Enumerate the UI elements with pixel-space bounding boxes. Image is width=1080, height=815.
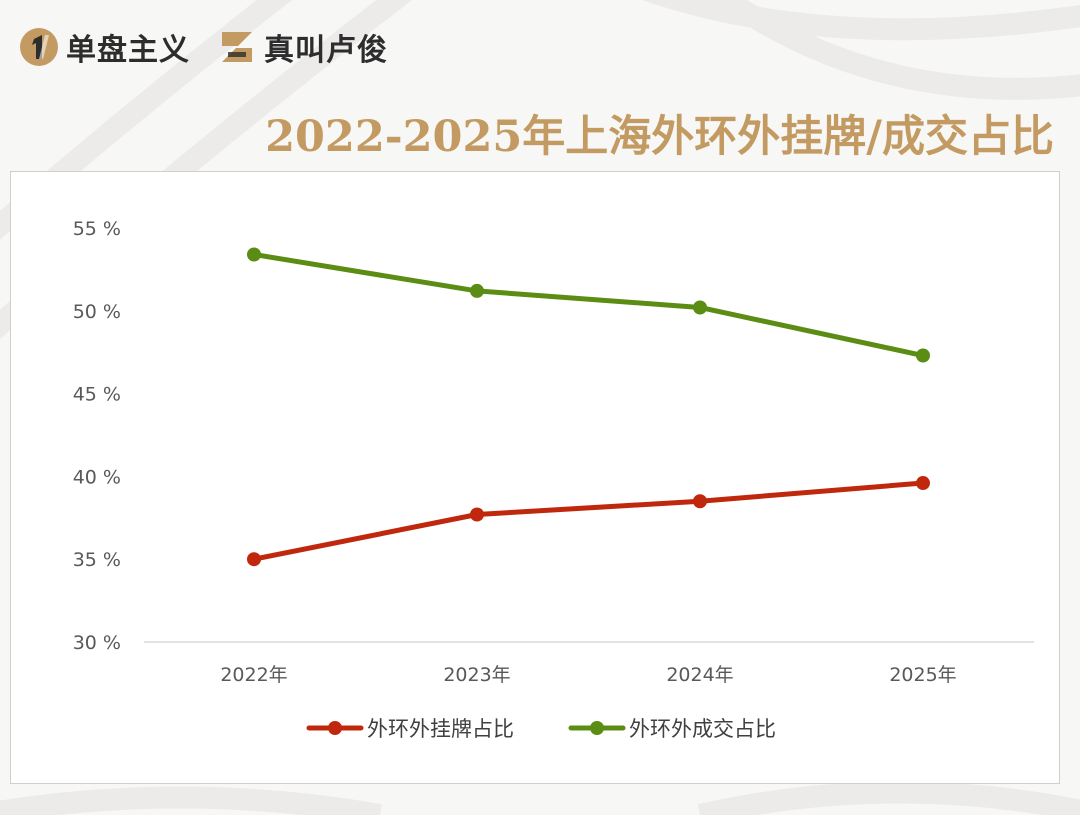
series-layer	[247, 247, 930, 567]
x-tick-label: 2023年	[443, 664, 510, 686]
legend-swatch-point	[590, 721, 604, 735]
brand-name: 单盘主义	[66, 33, 190, 68]
x-axis: 2022年 2023年 2024年 2025年	[144, 641, 1034, 686]
brand-bar: 单盘主义 真叫卢俊	[18, 22, 414, 72]
data-point	[916, 476, 930, 491]
legend-item: 外环外成交占比	[568, 717, 776, 741]
data-point	[247, 552, 261, 567]
data-point	[470, 283, 484, 298]
y-tick-label: 40 %	[73, 466, 121, 488]
x-tick-label: 2024年	[666, 664, 733, 686]
data-point	[916, 348, 930, 363]
y-tick-label: 35 %	[73, 549, 121, 571]
brand-name: 真叫卢俊	[264, 33, 388, 68]
data-point	[693, 300, 707, 315]
series-listing	[247, 476, 930, 567]
x-tick-label: 2025年	[889, 664, 956, 686]
legend-label: 外环外成交占比	[629, 717, 776, 741]
y-tick-label: 30 %	[73, 632, 121, 654]
page-title: 2022-2025年上海外环外挂牌/成交占比	[265, 112, 1054, 162]
series-line	[251, 251, 926, 359]
line-chart: 30 % 35 % 40 % 45 % 50 % 55 % 2022年 2023年 2024年…	[73, 218, 1034, 741]
letter-z-logo-icon	[222, 32, 252, 62]
y-axis: 30 % 35 % 40 % 45 % 50 % 55 %	[73, 218, 121, 654]
data-point	[247, 247, 261, 262]
brand-zhenjiao: 真叫卢俊	[216, 25, 388, 69]
chart-legend: 外环外挂牌占比 外环外成交占比	[306, 717, 776, 741]
data-point	[470, 507, 484, 522]
y-tick-label: 50 %	[73, 301, 121, 323]
y-tick-label: 45 %	[73, 384, 121, 406]
y-tick-label: 55 %	[73, 218, 121, 240]
legend-item: 外环外挂牌占比	[306, 717, 514, 741]
legend-swatch-point	[328, 721, 342, 735]
legend-label: 外环外挂牌占比	[367, 717, 514, 741]
number-one-logo-icon	[20, 28, 58, 66]
data-point	[693, 494, 707, 509]
brand-danpan: 单盘主义	[18, 25, 190, 69]
chart-panel: 30 % 35 % 40 % 45 % 50 % 55 % 2022年 2023年 2024年…	[10, 171, 1060, 784]
series-deal	[247, 247, 930, 363]
series-line	[251, 480, 926, 562]
x-tick-label: 2022年	[220, 664, 287, 686]
